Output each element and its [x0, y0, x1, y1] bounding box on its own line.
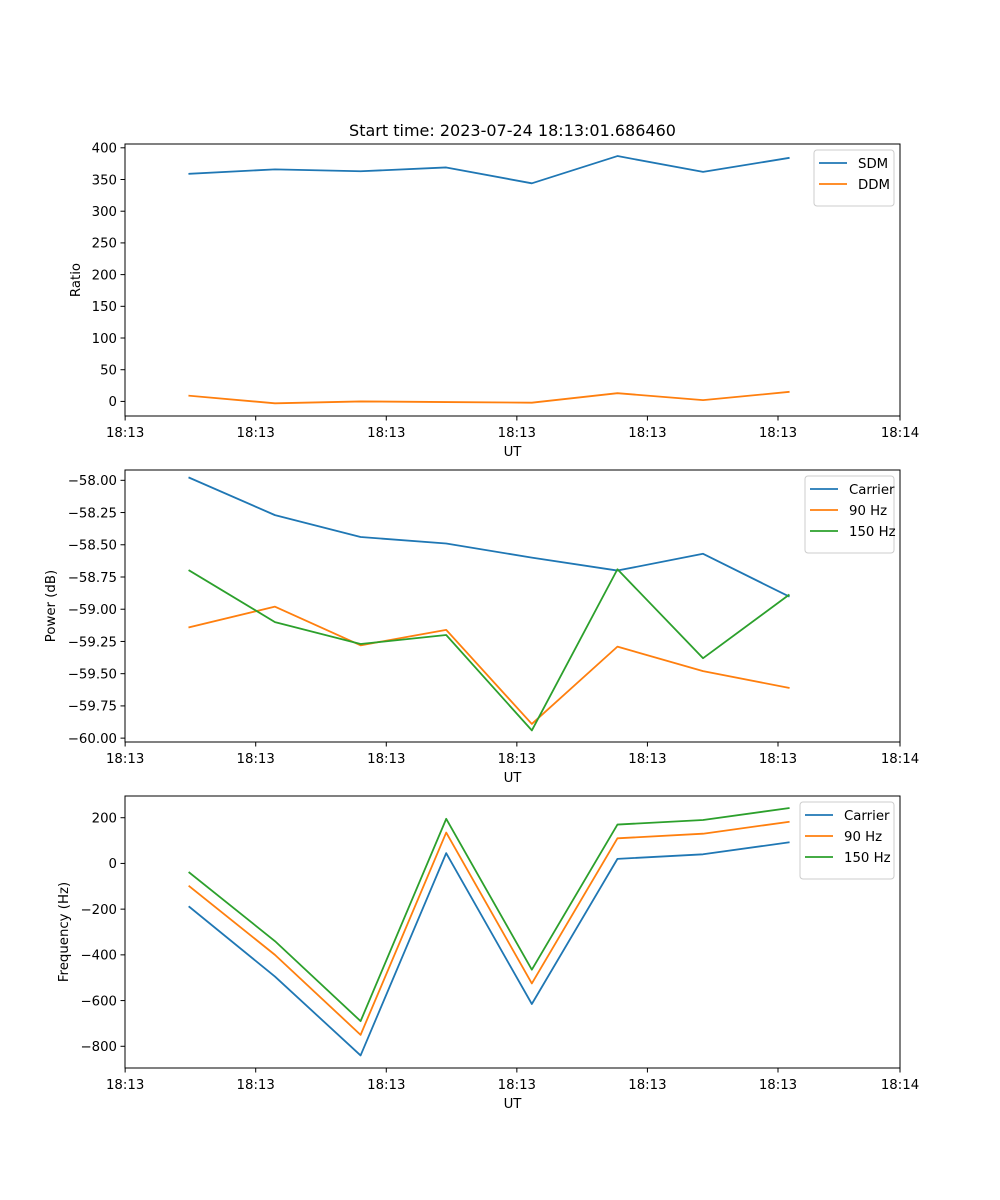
y-axis-label: Ratio: [69, 263, 84, 297]
series-line-ddm: [188, 390, 790, 405]
y-tick-label: 0: [109, 395, 117, 410]
y-tick-label: −58.75: [68, 571, 117, 586]
x-tick-label: 18:13: [628, 426, 666, 441]
x-tick-label: 18:14: [881, 752, 919, 767]
plot-frame: [124, 469, 901, 743]
series-group: [188, 807, 790, 1057]
y-tick-label: 400: [92, 142, 117, 157]
x-tick-label: 18:13: [498, 1078, 536, 1093]
y-axis-label: Frequency (Hz): [57, 882, 72, 982]
y-tick-label: −59.00: [68, 603, 117, 618]
x-tick-label: 18:13: [759, 752, 797, 767]
x-tick-label: 18:13: [759, 426, 797, 441]
y-tick-label: −59.25: [68, 635, 117, 650]
x-tick-label: 18:13: [237, 426, 275, 441]
chart-panel-3: 18:13 18:13 18:13 18:13 18:13 18:13 18:14 −800 −…: [57, 795, 919, 1112]
x-tick-label: 18:13: [106, 426, 144, 441]
plot-frame: [124, 143, 901, 417]
series-line-carrier: [188, 476, 790, 598]
y-tick-label: 300: [92, 205, 117, 220]
x-tick-label: 18:13: [498, 752, 536, 767]
legend-label: 90 Hz: [844, 830, 882, 845]
x-tick-label: 18:13: [628, 1078, 666, 1093]
chart-panel-1: 18:13 18:13 18:13 18:13 18:13 18:13 18:14 0 50 10…: [69, 142, 919, 460]
x-tick-label: 18:13: [367, 426, 405, 441]
y-tick-label: 100: [92, 332, 117, 347]
legend-label: 90 Hz: [849, 504, 887, 519]
legend-label: 150 Hz: [844, 851, 891, 866]
series-line-150-hz: [188, 568, 790, 732]
y-tick-label: 250: [92, 237, 117, 252]
figure-title: Start time: 2023-07-24 18:13:01.686460: [349, 121, 676, 140]
x-tick-label: 18:14: [881, 426, 919, 441]
x-axis-label: UT: [504, 1097, 523, 1112]
legend-frame: [804, 475, 895, 554]
series-line-150-hz: [188, 807, 790, 1023]
y-tick-label: 150: [92, 300, 117, 315]
y-tick-label: −58.50: [68, 539, 117, 554]
y-tick-label: 50: [100, 364, 117, 379]
y-tick-label: −60.00: [68, 732, 117, 747]
legend-frame: [799, 801, 895, 880]
legend-label: Carrier: [849, 483, 895, 498]
y-tick-label: 350: [92, 173, 117, 188]
x-axis-label: UT: [504, 771, 523, 786]
y-axis-label: Power (dB): [44, 570, 59, 642]
legend: Carrier 90 Hz 150 Hz: [804, 475, 896, 554]
legend-label: DDM: [858, 178, 890, 193]
y-tick-label: 200: [92, 812, 117, 827]
series-line-carrier: [188, 841, 790, 1057]
series-group: [188, 476, 790, 732]
y-tick-label: −58.25: [68, 506, 117, 521]
y-tick-label: −59.75: [68, 700, 117, 715]
x-tick-label: 18:13: [498, 426, 536, 441]
legend-label: SDM: [858, 157, 888, 172]
x-tick-label: 18:13: [367, 1078, 405, 1093]
y-tick-label: 200: [92, 268, 117, 283]
series-group: [188, 155, 790, 405]
y-tick-label: −600: [80, 994, 117, 1009]
x-tick-label: 18:13: [106, 1078, 144, 1093]
y-tick-label: −800: [80, 1040, 117, 1055]
series-line-sdm: [188, 155, 790, 185]
y-tick-label: −58.00: [68, 474, 117, 489]
x-tick-label: 18:13: [237, 752, 275, 767]
legend-label: 150 Hz: [849, 525, 896, 540]
plot-frame: [124, 795, 901, 1069]
x-tick-label: 18:13: [759, 1078, 797, 1093]
legend-frame: [813, 149, 895, 207]
x-tick-label: 18:14: [881, 1078, 919, 1093]
y-tick-label: −200: [80, 903, 117, 918]
x-tick-label: 18:13: [628, 752, 666, 767]
series-line-90-hz: [188, 605, 790, 725]
y-tick-label: 0: [109, 857, 117, 872]
legend: Carrier 90 Hz 150 Hz: [799, 801, 895, 880]
y-tick-label: −400: [80, 949, 117, 964]
y-tick-label: −59.50: [68, 667, 117, 682]
x-tick-label: 18:13: [367, 752, 405, 767]
series-line-90-hz: [188, 820, 790, 1036]
legend-label: Carrier: [844, 809, 890, 824]
x-tick-label: 18:13: [106, 752, 144, 767]
x-axis-label: UT: [504, 445, 523, 460]
x-tick-label: 18:13: [237, 1078, 275, 1093]
chart-panel-2: 18:13 18:13 18:13 18:13 18:13 18:13 18:14 −60.0…: [44, 469, 919, 786]
legend: SDM DDM: [813, 149, 895, 207]
